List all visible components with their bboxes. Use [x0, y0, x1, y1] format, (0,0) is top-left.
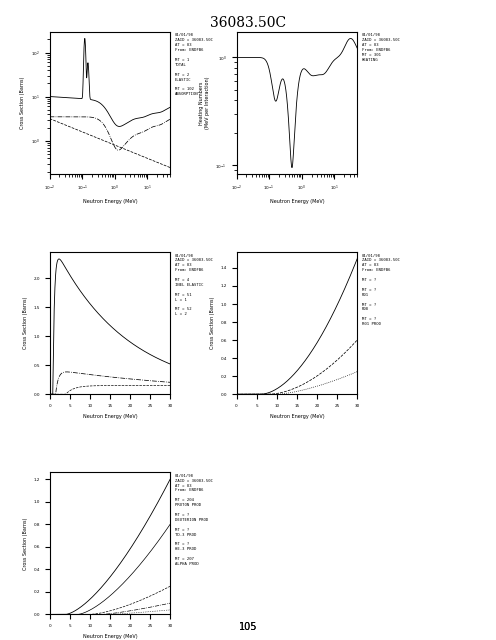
X-axis label: Neutron Energy (MeV): Neutron Energy (MeV): [269, 198, 324, 204]
Text: 105: 105: [239, 622, 257, 632]
Text: 01/01/98
ZAID = 36083.50C
AT = 83
From: ENDFB6

MT = ?

MT = ?
R01

MT = ?
R08

: 01/01/98 ZAID = 36083.50C AT = 83 From: …: [362, 253, 400, 326]
Y-axis label: Cross Section (Barns): Cross Section (Barns): [23, 297, 28, 349]
Y-axis label: Cross Section (Barns): Cross Section (Barns): [20, 77, 25, 129]
Text: 01/01/98
ZAID = 36083.50C
AT = 83
From: ENDFB6
MT = 301
HEATING: 01/01/98 ZAID = 36083.50C AT = 83 From: …: [362, 33, 400, 62]
X-axis label: Neutron Energy (MeV): Neutron Energy (MeV): [83, 634, 137, 639]
Text: 105: 105: [239, 622, 257, 632]
Text: 01/01/98
ZAID = 36083.50C
AT = 83
From: ENDFB6

MT = 1
TOTAL

MT = 2
ELASTIC

MT: 01/01/98 ZAID = 36083.50C AT = 83 From: …: [175, 33, 213, 96]
Y-axis label: Heating Numbers
(MeV per Interaction): Heating Numbers (MeV per Interaction): [199, 77, 210, 129]
Text: 01/01/98
ZAID = 36083.50C
AT = 83
From: ENDFB6

MT = 4
INEL ELASTIC

MT = 51
L =: 01/01/98 ZAID = 36083.50C AT = 83 From: …: [175, 253, 213, 316]
X-axis label: Neutron Energy (MeV): Neutron Energy (MeV): [83, 413, 137, 419]
X-axis label: Neutron Energy (MeV): Neutron Energy (MeV): [83, 198, 137, 204]
Text: 01/01/98
ZAID = 36083.50C
AT = 83
From: ENDFB6

MT = 204
PROTON PROD

MT = ?
DEU: 01/01/98 ZAID = 36083.50C AT = 83 From: …: [175, 474, 213, 566]
Y-axis label: Cross Section (Barns): Cross Section (Barns): [210, 297, 215, 349]
X-axis label: Neutron Energy (MeV): Neutron Energy (MeV): [269, 413, 324, 419]
Y-axis label: Cross Section (Barns): Cross Section (Barns): [23, 517, 28, 570]
Text: 36083.50C: 36083.50C: [210, 16, 286, 30]
